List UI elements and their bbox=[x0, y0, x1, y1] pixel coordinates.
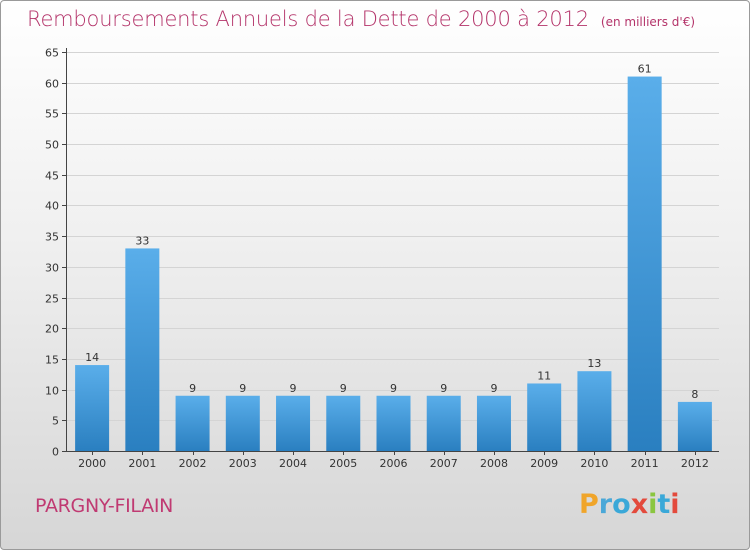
bar bbox=[527, 383, 562, 451]
x-tick-label: 2008 bbox=[480, 457, 508, 470]
proxiti-logo: Proxiti bbox=[579, 489, 680, 520]
data-label: 9 bbox=[239, 382, 246, 395]
labels: 0 5 10 15 20 25 30 35 40 45 50 55 60 65 14 2000 33 2001 9 2… bbox=[45, 47, 709, 471]
data-label: 61 bbox=[638, 63, 652, 76]
data-label: 9 bbox=[290, 382, 297, 395]
x-tick-label: 2007 bbox=[430, 457, 458, 470]
chart-unit: (en milliers d'€) bbox=[600, 15, 696, 29]
commune-name: PARGNY-FILAIN bbox=[35, 495, 174, 517]
y-tick-label: 35 bbox=[45, 231, 59, 244]
bar bbox=[577, 371, 612, 451]
bar bbox=[426, 395, 461, 451]
bar bbox=[225, 395, 260, 451]
x-tick-label: 2003 bbox=[229, 457, 257, 470]
x-tick-label: 2010 bbox=[580, 457, 608, 470]
y-tick-label: 10 bbox=[45, 385, 59, 398]
chart-title-main: Remboursements Annuels de la Dette de 20… bbox=[27, 7, 589, 31]
bars bbox=[75, 76, 712, 452]
y-tick-label: 50 bbox=[45, 139, 59, 152]
logo-letter: o bbox=[612, 489, 631, 520]
data-label: 9 bbox=[189, 382, 196, 395]
y-tick-label: 65 bbox=[45, 47, 59, 60]
logo-letter: t bbox=[657, 489, 671, 520]
x-tick-label: 2011 bbox=[631, 457, 659, 470]
axes bbox=[62, 48, 719, 455]
data-label: 11 bbox=[537, 369, 551, 382]
bar bbox=[125, 248, 160, 451]
x-tick-label: 2004 bbox=[279, 457, 307, 470]
y-tick-label: 5 bbox=[52, 415, 59, 428]
y-tick-label: 55 bbox=[45, 108, 59, 121]
x-tick-label: 2001 bbox=[128, 457, 156, 470]
grid-lines bbox=[66, 52, 719, 421]
bar bbox=[326, 395, 361, 451]
y-tick-label: 45 bbox=[45, 170, 59, 183]
data-label: 33 bbox=[135, 234, 149, 247]
logo-letter: i bbox=[670, 489, 680, 520]
data-label: 14 bbox=[85, 351, 99, 364]
bar bbox=[175, 395, 210, 451]
logo-letter: i bbox=[648, 489, 658, 520]
logo-letter: r bbox=[598, 489, 613, 520]
bar bbox=[476, 395, 511, 451]
x-tick-label: 2009 bbox=[530, 457, 558, 470]
y-tick-label: 15 bbox=[45, 354, 59, 367]
x-tick-label: 2006 bbox=[380, 457, 408, 470]
data-label: 13 bbox=[587, 357, 601, 370]
y-tick-label: 25 bbox=[45, 293, 59, 306]
x-tick-label: 2005 bbox=[329, 457, 357, 470]
data-label: 9 bbox=[340, 382, 347, 395]
bar bbox=[376, 395, 411, 451]
x-tick-label: 2002 bbox=[179, 457, 207, 470]
logo-letter: x bbox=[630, 489, 649, 520]
data-label: 8 bbox=[691, 388, 698, 401]
bar bbox=[75, 365, 110, 451]
y-tick-label: 0 bbox=[52, 446, 59, 459]
bar bbox=[276, 395, 311, 451]
bar bbox=[677, 401, 712, 451]
y-tick-label: 20 bbox=[45, 323, 59, 336]
logo-letter: P bbox=[579, 489, 599, 520]
data-label: 9 bbox=[440, 382, 447, 395]
data-label: 9 bbox=[490, 382, 497, 395]
y-tick-label: 40 bbox=[45, 200, 59, 213]
y-tick-label: 30 bbox=[45, 262, 59, 275]
bar bbox=[627, 76, 662, 452]
data-label: 9 bbox=[390, 382, 397, 395]
chart-title: Remboursements Annuels de la Dette de 20… bbox=[27, 7, 695, 31]
y-tick-label: 60 bbox=[45, 78, 59, 91]
x-tick-label: 2012 bbox=[681, 457, 709, 470]
x-tick-label: 2000 bbox=[78, 457, 106, 470]
